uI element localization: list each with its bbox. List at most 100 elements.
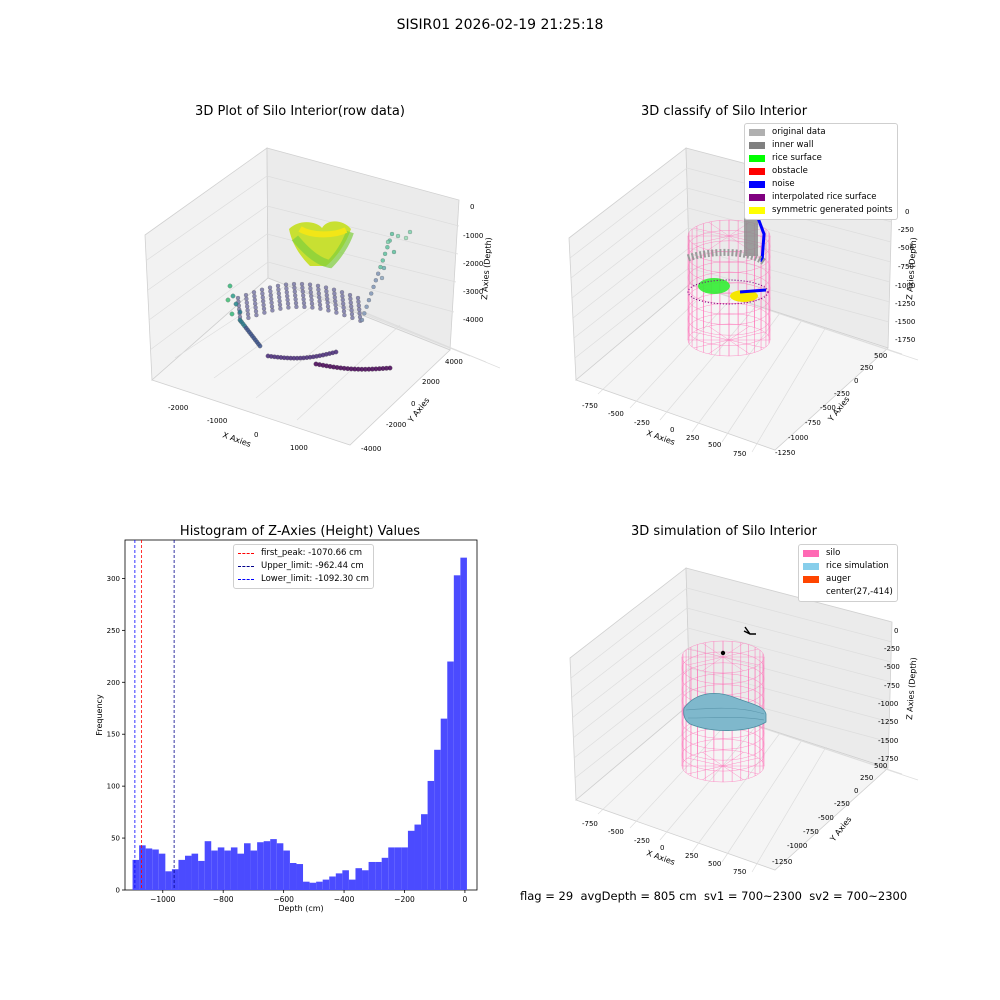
simulation-xtick: 750 [733, 868, 746, 876]
classify-ytick: -250 [834, 390, 850, 398]
cylinder-spoke [728, 339, 750, 355]
histogram-bar [440, 718, 448, 890]
raw-ytick: -2000 [386, 421, 406, 429]
legend-label: interpolated rice surface [772, 192, 877, 202]
histogram-bar [401, 847, 408, 890]
scatter-point [261, 302, 266, 308]
histogram-bar [185, 855, 192, 890]
scatter-point [341, 305, 346, 310]
scatter-point [294, 304, 299, 310]
scatter-point [261, 306, 267, 311]
raw-3d-plot: -2000 -1000 0 1000 -4000 -2000 0 2000 40… [144, 147, 500, 453]
scatter-point [317, 295, 322, 300]
scatter-point [308, 290, 313, 295]
classify-ytick: 0 [854, 377, 858, 385]
scatter-point [385, 239, 391, 245]
scatter-point [233, 301, 239, 307]
scatter-point [325, 304, 331, 309]
cylinder-spoke [722, 656, 744, 672]
raw-xtick: 1000 [290, 444, 308, 452]
legend-label: silo [826, 548, 841, 558]
histogram-bar [303, 881, 310, 890]
scatter-point [324, 289, 329, 294]
scatter-point [284, 286, 289, 291]
noise-points [756, 217, 766, 263]
histogram-bar [178, 859, 186, 890]
simulation-ztick: -750 [884, 682, 900, 690]
y-tick-label: 300 [107, 575, 120, 583]
simulation-xtick: -500 [608, 828, 624, 836]
scatter-point [301, 300, 307, 306]
scatter-point [333, 306, 339, 311]
scatter-point [349, 304, 354, 309]
legend-line-swatch [238, 566, 254, 567]
scatter-point [246, 315, 251, 321]
interpolated-rice-surface [687, 279, 769, 305]
classify-ztick: -1000 [895, 282, 915, 290]
scatter-point [310, 305, 315, 310]
legend-item: obstacle [749, 165, 893, 178]
scatter-point [268, 293, 273, 298]
scatter-point [357, 307, 362, 312]
cylinder-spoke [722, 642, 744, 658]
scatter-point [276, 287, 281, 292]
legend-item: rice surface [749, 152, 893, 165]
scatter-point [293, 297, 298, 302]
histogram-bar [263, 841, 271, 890]
scatter-point [323, 285, 329, 290]
cylinder-spoke [708, 235, 730, 251]
scatter-point [277, 298, 282, 304]
scatter-point [254, 312, 259, 318]
legend-color-swatch [803, 589, 819, 596]
scatter-point [300, 285, 305, 291]
histogram-bar [355, 868, 363, 890]
scatter-point [325, 296, 330, 302]
scatter-point [269, 296, 274, 302]
cylinder-spoke [722, 765, 759, 775]
cylinder-spoke [693, 339, 730, 349]
raw-axes-box [144, 147, 500, 446]
raw-xtick: 0 [254, 431, 258, 439]
x-tick-label: −1000 [150, 895, 176, 904]
legend-item: inner wall [749, 139, 893, 152]
classify-plot-title: 3D classify of Silo Interior [640, 104, 808, 119]
scatter-point [253, 305, 258, 310]
scatter-point [340, 293, 345, 299]
scatter-point [348, 296, 353, 302]
scatter-point [299, 281, 305, 287]
cylinder-spoke [702, 642, 724, 658]
histogram-bar [257, 842, 264, 890]
cylinder-ring [687, 261, 771, 294]
scatter-point [333, 302, 338, 308]
histogram-bar [460, 557, 467, 890]
scatter-point [267, 285, 273, 290]
raw-plot-title: 3D Plot of Silo Interior(row data) [195, 104, 405, 119]
scatter-point [356, 303, 361, 308]
scatter-point [349, 308, 354, 313]
simulation-ytick: -750 [803, 828, 819, 836]
simulation-xtick: 250 [685, 852, 698, 860]
histogram-title: Histogram of Z-Axies (Height) Values [179, 524, 421, 539]
scatter-point [237, 309, 243, 315]
scatter-point [407, 229, 413, 235]
simulation-ytick: -1250 [772, 858, 792, 866]
histogram-yaxis-label: Frequency [95, 694, 104, 736]
scatter-point [379, 275, 385, 281]
scatter-point [357, 311, 362, 316]
scatter-point [317, 298, 322, 304]
legend-label: rice simulation [826, 561, 889, 571]
scatter-point [376, 271, 381, 276]
classify-ztick: -750 [898, 263, 914, 271]
silo-center-point [720, 650, 726, 656]
classify-silo-cylinder [687, 219, 771, 357]
raw-xtick: -1000 [207, 417, 227, 425]
cylinder-spoke [702, 656, 724, 672]
cylinder-spoke [728, 331, 765, 341]
scatter-point [403, 235, 409, 241]
scatter-point [291, 281, 297, 287]
cylinder-spoke [687, 648, 724, 658]
scatter-point [381, 265, 387, 271]
cylinder-spoke [702, 751, 724, 767]
legend-color-swatch [749, 207, 765, 214]
legend-color-swatch [749, 168, 765, 175]
